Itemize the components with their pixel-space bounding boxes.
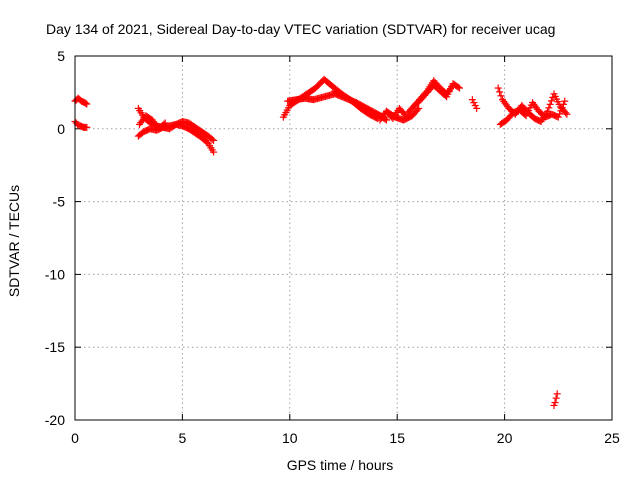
- x-tick-label: 0: [71, 430, 79, 446]
- data-point: [82, 99, 90, 107]
- data-point: [497, 92, 505, 100]
- data-point: [208, 135, 216, 143]
- y-tick-label: -15: [45, 339, 65, 355]
- x-tick-label: 10: [282, 430, 298, 446]
- data-point: [562, 109, 570, 117]
- data-point: [415, 104, 423, 112]
- data-point: [455, 84, 463, 92]
- data-point: [554, 113, 562, 121]
- data-point: [413, 106, 421, 114]
- data-point: [473, 104, 481, 112]
- data-point: [563, 110, 571, 118]
- y-axis-label: SDTVAR / TECUs: [6, 185, 22, 297]
- y-tick-label: -20: [45, 412, 65, 428]
- data-point: [454, 83, 462, 91]
- x-tick-label: 15: [389, 430, 405, 446]
- data-point: [382, 116, 390, 124]
- x-tick-label: 20: [497, 430, 513, 446]
- data-point: [556, 110, 564, 118]
- x-tick-label: 25: [604, 430, 620, 446]
- data-point: [160, 120, 168, 128]
- data-point: [83, 100, 91, 108]
- data-point: [83, 123, 91, 131]
- x-axis-label: GPS time / hours: [287, 457, 394, 473]
- data-points: [71, 75, 571, 409]
- data-point: [494, 84, 502, 92]
- data-point: [545, 104, 553, 112]
- tick-labels: 0 5 10 15 20 25 5 0 -5 -10 -15 -20: [45, 48, 620, 446]
- data-point: [553, 390, 561, 398]
- x-tick-label: 5: [179, 430, 187, 446]
- data-point: [496, 88, 504, 96]
- data-point: [546, 100, 554, 108]
- data-point: [561, 97, 569, 105]
- data-point: [552, 394, 560, 402]
- data-point: [551, 399, 559, 407]
- data-point: [557, 107, 565, 115]
- data-point: [210, 148, 218, 156]
- y-tick-label: -10: [45, 266, 65, 282]
- y-tick-label: -5: [53, 194, 66, 210]
- data-point: [210, 136, 218, 144]
- y-tick-label: 0: [57, 121, 65, 137]
- data-point: [161, 119, 169, 127]
- data-point: [559, 100, 567, 108]
- data-point: [449, 81, 457, 89]
- y-tick-label: 5: [57, 48, 65, 64]
- plot-frame: [74, 55, 613, 421]
- data-point: [558, 104, 566, 112]
- chart-title: Day 134 of 2021, Sidereal Day-to-day VTE…: [46, 21, 555, 37]
- data-point: [547, 97, 555, 105]
